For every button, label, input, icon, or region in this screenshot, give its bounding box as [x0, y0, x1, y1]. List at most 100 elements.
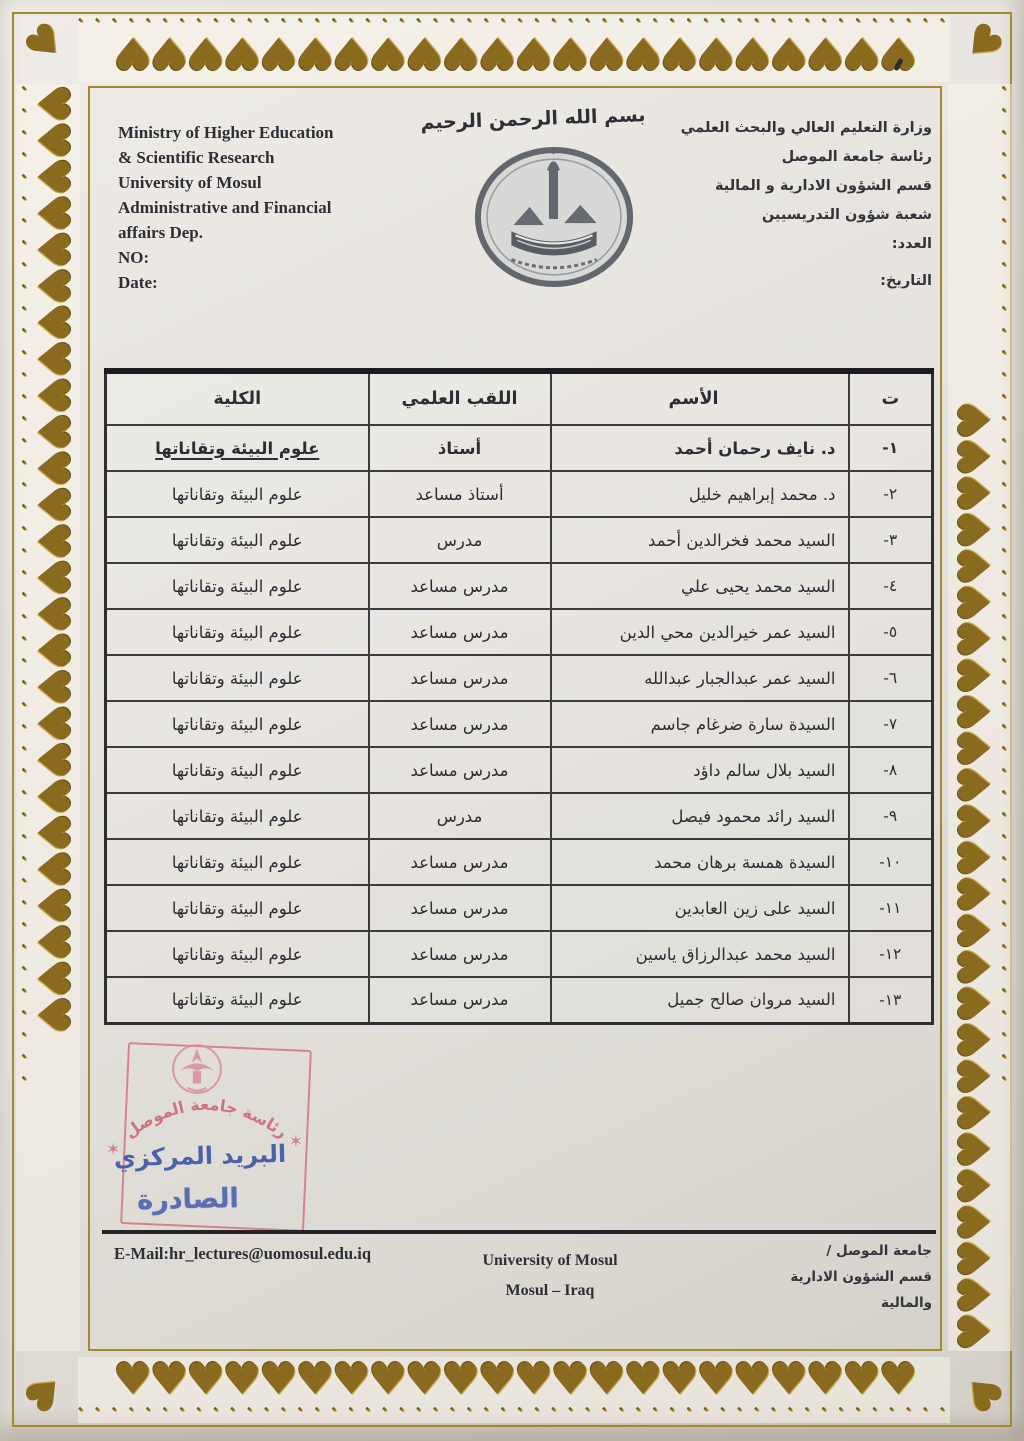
letterhead-en-line: Ministry of Higher Education — [118, 123, 334, 142]
border-dots-left: ••••••••••••••••••••••••••••••••••••••••… — [19, 84, 30, 1096]
cell-name: السيد رائد محمود فيصل — [549, 792, 850, 840]
footer-email: E-Mail:hr_lectures@uomosul.edu.iq — [114, 1244, 372, 1263]
cell-row-number: ٩- — [847, 792, 934, 840]
border-dots-right: ••••••••••••••••••••••••••••••••••••••••… — [999, 84, 1010, 1096]
cell-name: السيد على زين العابدين — [549, 884, 850, 932]
letterhead-ar-line: رئاسة جامعة الموصل — [781, 149, 932, 165]
column-header-college: الكلية — [104, 370, 370, 426]
table-row: ٩- السيد رائد محمود فيصل مدرس علوم البيئ… — [104, 792, 934, 840]
rosette-icon: ✶ — [106, 1140, 121, 1160]
cell-row-number: ٤- — [847, 562, 934, 610]
cell-academic-title: مدرس — [367, 792, 552, 840]
letterhead-en-line: Administrative and Financial — [118, 198, 332, 217]
cell-college: علوم البيئة وتقاناتها — [104, 424, 370, 472]
cell-row-number: ٥- — [847, 608, 934, 656]
cell-name: السيدة سارة ضرغام جاسم — [549, 700, 850, 748]
cell-academic-title: مدرس مساعد — [367, 976, 552, 1024]
cell-row-number: ١١- — [847, 884, 934, 932]
letterhead-ar-date-label: التاريخ: — [880, 273, 932, 289]
cell-academic-title: مدرس مساعد — [367, 562, 552, 610]
cell-academic-title: مدرس مساعد — [367, 930, 552, 978]
cell-row-number: ٧- — [847, 700, 934, 748]
cell-row-number: ٨- — [847, 746, 934, 794]
cell-name: السيد عمر عبدالجبار عبدالله — [549, 654, 850, 702]
gold-border-left: ••••••••••••••••••••••••••••••••••••••••… — [16, 84, 80, 1351]
table-row: ٢- د. محمد إبراهيم خليل أستاذ مساعد علوم… — [104, 470, 934, 518]
faculty-table: ت الأسم اللقب العلمي الكلية ١- د. نايف ر… — [104, 368, 934, 1025]
cell-name: السيد عمر خيرالدين محي الدين — [549, 608, 850, 656]
column-header-name: الأسم — [549, 370, 850, 426]
cell-academic-title: مدرس — [367, 516, 552, 564]
table-header-row: ت الأسم اللقب العلمي الكلية — [104, 370, 934, 426]
table-row: ٧- السيدة سارة ضرغام جاسم مدرس مساعد علو… — [104, 700, 934, 748]
letterhead-ar-number-label: العدد: — [891, 236, 932, 252]
cell-academic-title: مدرس مساعد — [367, 838, 552, 886]
footer-ar-line: قسم الشؤون الادارية — [790, 1269, 932, 1285]
column-header-no: ت — [847, 370, 934, 426]
border-hearts-bottom: ♥♥♥♥♥♥♥♥♥♥♥♥♥♥♥♥♥♥♥♥♥♥ — [113, 1357, 918, 1405]
cell-college: علوم البيئة وتقاناتها — [104, 884, 370, 932]
cell-row-number: ١- — [847, 424, 934, 472]
cell-college: علوم البيئة وتقاناتها — [104, 562, 370, 610]
letterhead-en-line: affairs Dep. — [118, 223, 203, 242]
table-row: ٣- السيد محمد فخرالدين أحمد مدرس علوم ال… — [104, 516, 934, 564]
footer-ar-line: والمالية — [881, 1295, 932, 1311]
letterhead-date-label: Date: — [118, 273, 158, 292]
cell-academic-title: أستاذ مساعد — [367, 470, 552, 518]
stamp-central-post-text: البريد المركزي — [113, 1139, 287, 1173]
table-row: ١١- السيد على زين العابدين مدرس مساعد عل… — [104, 884, 934, 932]
table-row: ٨- السيد بلال سالم داؤد مدرس مساعد علوم … — [104, 746, 934, 794]
cell-college: علوم البيئة وتقاناتها — [104, 654, 370, 702]
gold-border-bottom: ♥♥♥♥♥♥♥♥♥♥♥♥♥♥♥♥♥♥♥♥♥♥ •••••••••••••••••… — [78, 1357, 950, 1423]
border-hearts-right: ♥♥♥♥♥♥♥♥♥♥♥♥♥♥♥♥♥♥♥♥♥♥♥♥♥♥ — [950, 403, 1001, 1351]
letterhead-ar-line: وزارة التعليم العالي والبحث العلمي — [680, 120, 932, 136]
cell-academic-title: مدرس مساعد — [367, 654, 552, 702]
table-row: ٤- السيد محمد يحيى علي مدرس مساعد علوم ا… — [104, 562, 934, 610]
cell-row-number: ١٠- — [847, 838, 934, 886]
cell-college: علوم البيئة وتقاناتها — [104, 608, 370, 656]
border-dots-top: ••••••••••••••••••••••••••••••••••••••••… — [78, 16, 950, 27]
cell-name: السيد مروان صالح جميل — [549, 976, 850, 1024]
stamp-outgoing-text: الصادرة — [136, 1183, 239, 1216]
table-row: ٥- السيد عمر خيرالدين محي الدين مدرس مسا… — [104, 608, 934, 656]
footer-address-english: University of Mosul Mosul – Iraq — [430, 1246, 670, 1306]
cell-row-number: ٣- — [847, 516, 934, 564]
svg-text:رئاسة جامعة الموصل: رئاسة جامعة الموصل — [121, 1095, 291, 1142]
letterhead-ar-line: قسم الشؤون الادارية و المالية — [715, 178, 932, 194]
footer-divider-line — [102, 1230, 936, 1234]
footer-ar-line: جامعة الموصل / — [826, 1243, 932, 1259]
border-dots-bottom: ••••••••••••••••••••••••••••••••••••••••… — [78, 1405, 950, 1416]
postal-stamp: رئاسة جامعة الموصل ✶ ✶ البريد المركزي ال… — [98, 1040, 313, 1252]
letterhead-arabic: وزارة التعليم العالي والبحث العلمي رئاسة… — [632, 114, 932, 296]
gold-border-top: ••••••••••••••••••••••••••••••••••••••••… — [78, 16, 950, 82]
cell-college: علوم البيئة وتقاناتها — [104, 930, 370, 978]
letterhead-en-line: University of Mosul — [118, 173, 262, 192]
table-row: ٦- السيد عمر عبدالجبار عبدالله مدرس مساع… — [104, 654, 934, 702]
cell-college: علوم البيئة وتقاناتها — [104, 700, 370, 748]
cell-college: علوم البيئة وتقاناتها — [104, 746, 370, 794]
table-row: ١٢- السيد محمد عبدالرزاق ياسين مدرس مساع… — [104, 930, 934, 978]
cell-row-number: ١٣- — [847, 976, 934, 1024]
cell-college: علوم البيئة وتقاناتها — [104, 976, 370, 1024]
column-header-title: اللقب العلمي — [367, 370, 552, 426]
gold-frame-inner-line — [88, 86, 942, 1351]
stamp-curved-text: رئاسة جامعة الموصل — [121, 1095, 291, 1142]
cell-academic-title: مدرس مساعد — [367, 700, 552, 748]
cell-name: السيدة همسة برهان محمد — [549, 838, 850, 886]
cell-row-number: ١٢- — [847, 930, 934, 978]
cell-academic-title: مدرس مساعد — [367, 746, 552, 794]
cell-college: علوم البيئة وتقاناتها — [104, 838, 370, 886]
footer-address-arabic: جامعة الموصل / قسم الشؤون الادارية والما… — [700, 1238, 932, 1316]
cell-name: السيد بلال سالم داؤد — [549, 746, 850, 794]
cell-row-number: ٦- — [847, 654, 934, 702]
cell-row-number: ٢- — [847, 470, 934, 518]
border-hearts-left: ♥♥♥♥♥♥♥♥♥♥♥♥♥♥♥♥♥♥♥♥♥♥♥♥♥♥ — [27, 84, 78, 1032]
cell-name: السيد محمد فخرالدين أحمد — [549, 516, 850, 564]
cell-academic-title: مدرس مساعد — [367, 608, 552, 656]
letterhead-ar-line: شعبة شؤون التدريسيين — [761, 207, 932, 223]
gold-border-right: ♥♥♥♥♥♥♥♥♥♥♥♥♥♥♥♥♥♥♥♥♥♥♥♥♥♥ •••••••••••••… — [948, 84, 1012, 1351]
letterhead-english: Ministry of Higher Education & Scientifi… — [118, 120, 398, 295]
cell-college: علوم البيئة وتقاناتها — [104, 792, 370, 840]
eagle-emblem-icon — [172, 1044, 222, 1094]
cell-name: السيد محمد يحيى علي — [549, 562, 850, 610]
